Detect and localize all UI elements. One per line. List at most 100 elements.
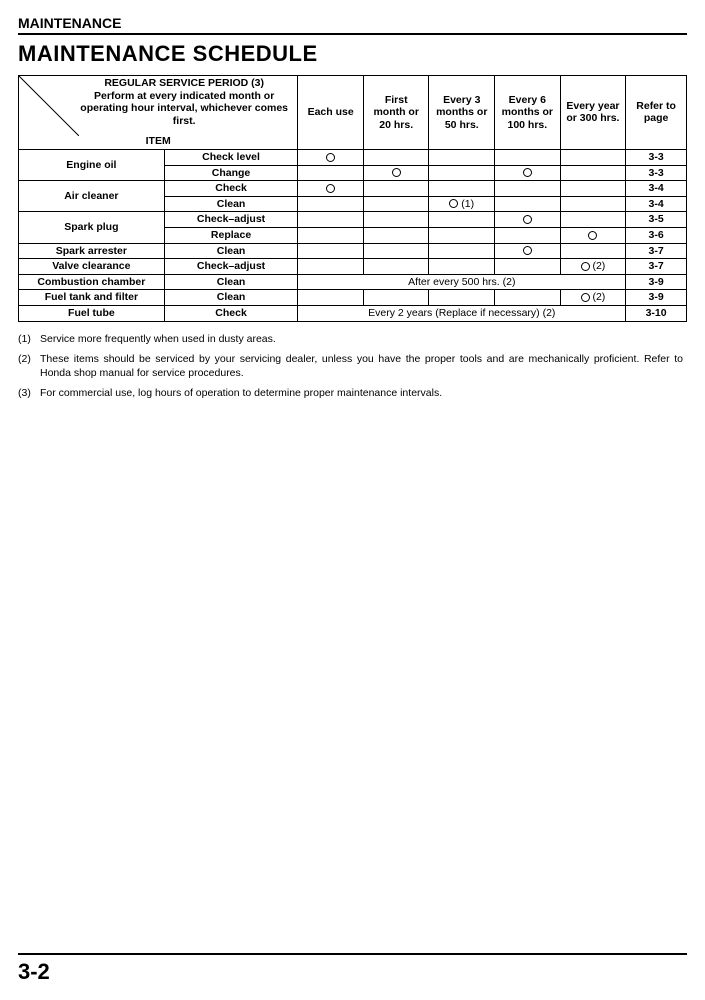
page-ref-cell: 3-3 — [626, 165, 687, 181]
page-ref-cell: 3-7 — [626, 243, 687, 259]
interval-cell — [429, 290, 495, 306]
interval-cell — [363, 165, 429, 181]
merged-cell: After every 500 hrs. (2) — [298, 274, 626, 290]
interval-cell — [560, 149, 626, 165]
table-row: Air cleanerCheck3-4 — [19, 181, 687, 197]
interval-cell — [495, 196, 561, 212]
regular-service-desc: Perform at every indicated month or oper… — [75, 90, 293, 128]
interval-cell — [560, 196, 626, 212]
interval-cell — [495, 149, 561, 165]
interval-cell — [298, 212, 364, 228]
interval-cell — [429, 259, 495, 275]
interval-cell — [298, 149, 364, 165]
merged-cell: Every 2 years (Replace if necessary) (2) — [298, 305, 626, 321]
page-ref-cell: 3-6 — [626, 227, 687, 243]
footnotes: (1)Service more frequently when used in … — [18, 332, 687, 401]
circle-icon — [523, 246, 532, 255]
page-ref-cell: 3-9 — [626, 274, 687, 290]
item-cell: Fuel tube — [19, 305, 165, 321]
page-ref-cell: 3-10 — [626, 305, 687, 321]
table-row: Combustion chamberCleanAfter every 500 h… — [19, 274, 687, 290]
col-first-month: First month or 20 hrs. — [363, 76, 429, 150]
col-every-3: Every 3 months or 50 hrs. — [429, 76, 495, 150]
interval-cell: (2) — [560, 259, 626, 275]
interval-cell — [363, 243, 429, 259]
interval-cell — [363, 181, 429, 197]
table-body: Engine oilCheck level3-3Change3-3Air cle… — [19, 149, 687, 321]
interval-cell — [429, 212, 495, 228]
task-cell: Clean — [164, 196, 298, 212]
col-each-use: Each use — [298, 76, 364, 150]
interval-cell — [495, 227, 561, 243]
interval-cell — [560, 227, 626, 243]
interval-cell — [429, 181, 495, 197]
footnote-num: (1) — [18, 332, 40, 346]
interval-cell — [298, 259, 364, 275]
item-label: ITEM — [23, 135, 293, 148]
interval-cell — [298, 290, 364, 306]
header-left: REGULAR SERVICE PERIOD (3) Perform at ev… — [19, 76, 298, 150]
interval-cell — [298, 165, 364, 181]
table-row: Valve clearanceCheck–adjust (2)3-7 — [19, 259, 687, 275]
circle-icon — [326, 153, 335, 162]
table-row: Spark arresterClean 3-7 — [19, 243, 687, 259]
page-ref-cell: 3-3 — [626, 149, 687, 165]
item-cell: Spark arrester — [19, 243, 165, 259]
interval-cell — [429, 227, 495, 243]
interval-cell — [298, 196, 364, 212]
interval-cell — [495, 212, 561, 228]
circle-icon — [581, 262, 590, 271]
interval-cell — [495, 259, 561, 275]
table-row: Fuel tank and filterClean (2)3-9 — [19, 290, 687, 306]
interval-cell — [363, 227, 429, 243]
page-ref-cell: 3-9 — [626, 290, 687, 306]
task-cell: Clean — [164, 274, 298, 290]
col-every-6: Every 6 months or 100 hrs. — [495, 76, 561, 150]
footnote-num: (3) — [18, 386, 40, 400]
footnote: (1)Service more frequently when used in … — [18, 332, 687, 346]
task-cell: Check level — [164, 149, 298, 165]
task-cell: Check — [164, 305, 298, 321]
interval-cell — [363, 196, 429, 212]
page-ref-cell: 3-7 — [626, 259, 687, 275]
table-row: Fuel tubeCheckEvery 2 years (Replace if … — [19, 305, 687, 321]
task-cell: Change — [164, 165, 298, 181]
interval-cell — [560, 181, 626, 197]
interval-cell: (2) — [560, 290, 626, 306]
item-cell: Air cleaner — [19, 181, 165, 212]
col-every-year: Every year or 300 hrs. — [560, 76, 626, 150]
interval-cell — [298, 243, 364, 259]
interval-cell — [298, 227, 364, 243]
table-row: Engine oilCheck level3-3 — [19, 149, 687, 165]
interval-cell — [560, 243, 626, 259]
footnote: (2)These items should be serviced by you… — [18, 352, 687, 380]
regular-service-label: REGULAR SERVICE PERIOD (3) — [75, 77, 293, 90]
footnote-num: (2) — [18, 352, 40, 366]
task-cell: Check–adjust — [164, 212, 298, 228]
interval-cell — [429, 149, 495, 165]
interval-cell — [495, 165, 561, 181]
page-number: 3-2 — [18, 953, 687, 985]
item-cell: Combustion chamber — [19, 274, 165, 290]
item-cell: Fuel tank and filter — [19, 290, 165, 306]
page-title: MAINTENANCE SCHEDULE — [18, 41, 687, 67]
interval-cell — [495, 290, 561, 306]
item-cell: Engine oil — [19, 149, 165, 180]
interval-cell — [363, 149, 429, 165]
circle-icon — [449, 199, 458, 208]
circle-icon — [523, 215, 532, 224]
footnote-text: Service more frequently when used in dus… — [40, 332, 683, 346]
task-cell: Check — [164, 181, 298, 197]
item-cell: Valve clearance — [19, 259, 165, 275]
interval-cell — [429, 165, 495, 181]
circle-icon — [581, 293, 590, 302]
circle-icon — [523, 168, 532, 177]
footnote: (3)For commercial use, log hours of oper… — [18, 386, 687, 400]
page-ref-cell: 3-5 — [626, 212, 687, 228]
col-refer-page: Refer to page — [626, 76, 687, 150]
interval-cell — [560, 165, 626, 181]
task-cell: Clean — [164, 243, 298, 259]
interval-cell — [495, 243, 561, 259]
circle-icon — [588, 231, 597, 240]
interval-cell — [363, 259, 429, 275]
